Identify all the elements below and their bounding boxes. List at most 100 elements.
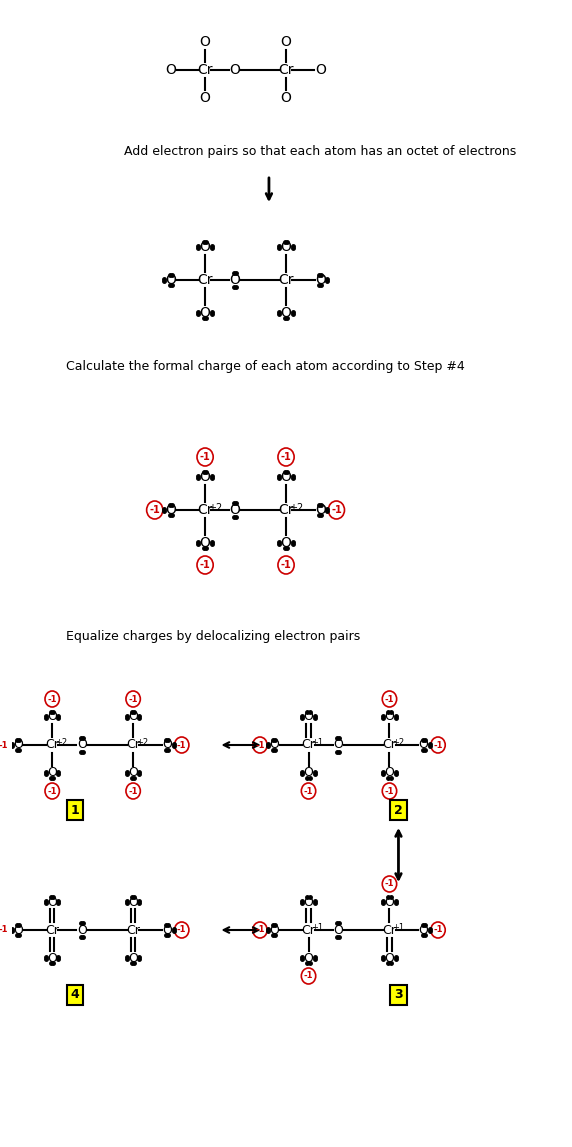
Text: O: O	[200, 240, 210, 253]
Text: O: O	[13, 923, 23, 936]
Text: O: O	[47, 952, 57, 965]
Text: 3: 3	[394, 989, 403, 1001]
Text: O: O	[304, 766, 313, 780]
Text: O: O	[384, 952, 395, 965]
Text: O: O	[128, 766, 138, 780]
Text: Cr: Cr	[383, 739, 396, 751]
Text: +1: +1	[392, 923, 404, 933]
Text: Calculate the formal charge of each atom according to Step #4: Calculate the formal charge of each atom…	[66, 360, 464, 373]
Text: O: O	[281, 536, 292, 551]
Text: -1: -1	[0, 741, 9, 749]
Text: O: O	[269, 739, 279, 751]
Text: O: O	[200, 470, 210, 484]
Text: O: O	[419, 923, 428, 936]
Text: O: O	[165, 504, 176, 517]
Text: -1: -1	[281, 560, 291, 570]
Text: O: O	[13, 739, 23, 751]
Text: -1: -1	[255, 741, 265, 749]
Text: +2: +2	[208, 504, 222, 513]
Text: O: O	[281, 240, 292, 253]
Text: O: O	[47, 896, 57, 908]
Text: O: O	[384, 710, 395, 724]
Text: O: O	[269, 923, 279, 936]
Text: O: O	[77, 739, 87, 751]
Text: Cr: Cr	[279, 63, 294, 77]
Text: -1: -1	[281, 452, 291, 462]
Text: +2: +2	[55, 738, 67, 747]
Text: Cr: Cr	[301, 739, 316, 751]
Text: O: O	[162, 739, 172, 751]
Text: Cr: Cr	[45, 739, 59, 751]
Text: O: O	[281, 306, 292, 320]
Text: -1: -1	[177, 926, 186, 935]
Text: Cr: Cr	[45, 923, 59, 936]
Text: Cr: Cr	[126, 739, 140, 751]
Text: 2: 2	[394, 804, 403, 817]
Text: -1: -1	[200, 560, 210, 570]
Text: Cr: Cr	[197, 273, 213, 287]
Text: +2: +2	[392, 738, 404, 747]
Text: O: O	[77, 923, 87, 936]
Text: Cr: Cr	[126, 923, 140, 936]
Text: Cr: Cr	[383, 923, 396, 936]
Text: O: O	[281, 470, 292, 484]
Text: O: O	[200, 36, 210, 49]
Text: O: O	[229, 63, 240, 77]
Text: -1: -1	[385, 787, 394, 796]
Text: -1: -1	[0, 926, 9, 935]
Text: O: O	[333, 923, 343, 936]
Text: Equalize charges by delocalizing electron pairs: Equalize charges by delocalizing electro…	[66, 630, 360, 643]
Text: O: O	[229, 504, 240, 517]
Text: O: O	[200, 536, 210, 551]
Text: -1: -1	[128, 787, 138, 796]
Text: Cr: Cr	[197, 504, 213, 517]
Text: +1: +1	[311, 923, 323, 933]
Text: O: O	[315, 504, 325, 517]
Text: Cr: Cr	[279, 504, 294, 517]
Text: -1: -1	[304, 972, 313, 981]
Text: -1: -1	[385, 880, 394, 889]
Text: -1: -1	[304, 787, 313, 796]
Text: O: O	[315, 273, 325, 287]
Text: Cr: Cr	[301, 923, 316, 936]
Text: +1: +1	[311, 738, 323, 747]
Text: O: O	[304, 896, 313, 908]
Text: O: O	[304, 952, 313, 965]
Text: Add electron pairs so that each atom has an octet of electrons: Add electron pairs so that each atom has…	[124, 145, 517, 158]
Text: O: O	[333, 739, 343, 751]
Text: -1: -1	[255, 926, 265, 935]
Text: O: O	[419, 739, 428, 751]
Text: -1: -1	[331, 505, 342, 515]
Text: -1: -1	[200, 452, 210, 462]
Text: -1: -1	[433, 741, 443, 749]
Text: O: O	[281, 91, 292, 106]
Text: O: O	[384, 896, 395, 908]
Text: +2: +2	[136, 738, 148, 747]
Text: O: O	[200, 91, 210, 106]
Text: O: O	[165, 273, 176, 287]
Text: Cr: Cr	[197, 63, 213, 77]
Text: 1: 1	[70, 804, 79, 817]
Text: -1: -1	[47, 787, 57, 796]
Text: O: O	[47, 710, 57, 724]
Text: -1: -1	[47, 694, 57, 703]
Text: -1: -1	[385, 694, 394, 703]
Text: -1: -1	[433, 926, 443, 935]
Text: O: O	[128, 710, 138, 724]
Text: -1: -1	[128, 694, 138, 703]
Text: -1: -1	[149, 505, 160, 515]
Text: O: O	[304, 710, 313, 724]
Text: Cr: Cr	[279, 273, 294, 287]
Text: 4: 4	[70, 989, 79, 1001]
Text: O: O	[229, 273, 240, 287]
Text: O: O	[281, 36, 292, 49]
Text: +2: +2	[289, 504, 303, 513]
Text: O: O	[315, 63, 325, 77]
Text: O: O	[128, 896, 138, 908]
Text: O: O	[200, 306, 210, 320]
Text: O: O	[162, 923, 172, 936]
Text: O: O	[165, 63, 176, 77]
Text: O: O	[384, 766, 395, 780]
Text: -1: -1	[177, 741, 186, 749]
Text: O: O	[128, 952, 138, 965]
